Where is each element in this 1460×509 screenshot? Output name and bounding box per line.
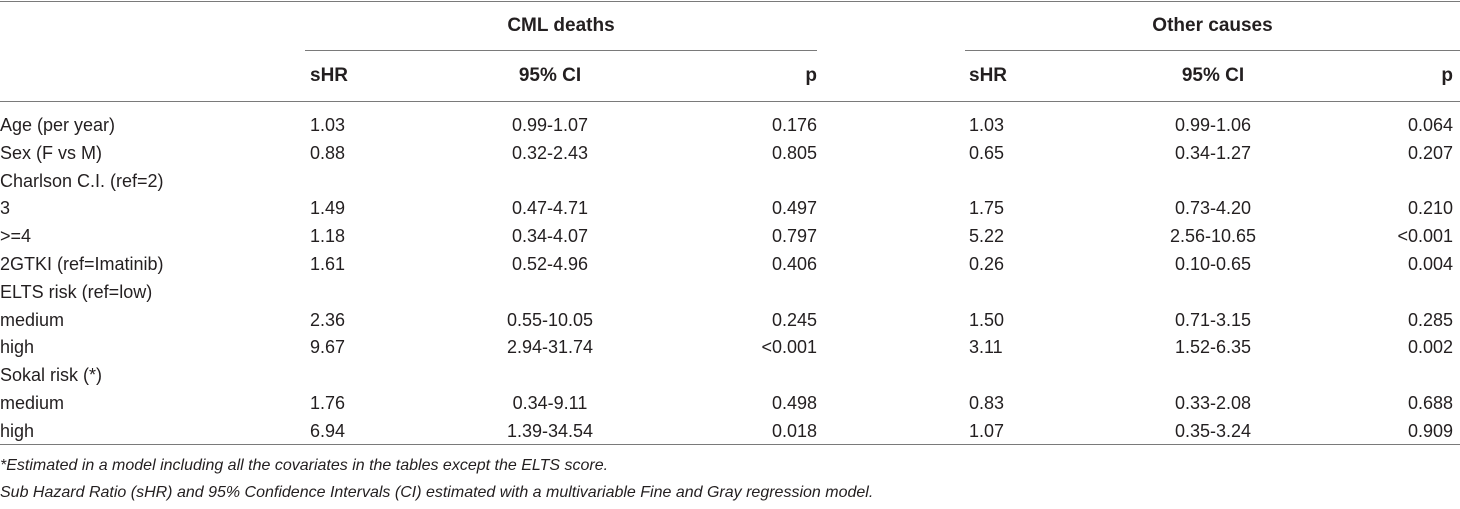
other-shr-cell: 0.26 [969,254,1005,274]
other-shr-cell: 0.65 [969,142,1005,163]
col-header-p-other: p [1441,65,1453,86]
cml-p-cell: 0.498 [771,393,817,413]
group-header-cml-deaths: CML deaths [507,15,615,36]
other-ci-cell: 2.56-10.65 [1169,226,1257,247]
other-shr-cell: 5.22 [969,226,1005,247]
cml-p-cell: 0.018 [771,420,817,441]
table-row: Sex (F vs M) 0.88 0.32-2.43 0.805 0.65 0.34-1… [0,143,1460,170]
cml-p-cell: 0.797 [771,226,817,247]
table-row: >=4 1.18 0.34-4.07 0.797 5.22 2.56-10.65 <0.00… [0,226,1460,253]
row-label-cell: high [0,420,35,441]
col-header-p-cml: p [805,65,817,86]
cml-ci-cell: 0.52-4.96 [511,254,589,274]
footnote-abbreviations: Sub Hazard Ratio (sHR) and 95% Confidenc… [0,484,874,501]
cml-p-cell: 0.805 [771,142,817,163]
footnote-asterisk: *Estimated in a model including all the … [0,457,609,474]
table-row: 2GTKI (ref=Imatinib) 1.61 0.52-4.96 0.406 0.… [0,254,1460,281]
cml-group-rule [305,50,817,51]
cml-shr-cell: 2.36 [310,309,346,330]
cml-shr-cell: 1.03 [310,115,346,135]
other-shr-cell: 1.07 [969,420,1005,441]
row-label-cell: 2GTKI (ref=Imatinib) [0,254,164,274]
row-label-cell: >=4 [0,226,32,247]
table-top-rule [0,1,1460,2]
other-p-cell: 0.285 [1407,309,1453,330]
row-label-cell: 3 [0,198,11,219]
table-row: ELTS risk (ref=low) [0,282,1460,309]
table-row: high 6.94 1.39-34.54 0.018 1.07 0.35-3.24 0.90… [0,421,1460,448]
other-ci-cell: 0.73-4.20 [1174,198,1252,219]
row-label-cell: medium [0,393,65,413]
other-group-rule [965,50,1460,51]
other-shr-cell: 0.83 [969,393,1005,413]
table-row: high 9.67 2.94-31.74 <0.001 3.11 1.52-6.35 0.0… [0,337,1460,364]
cml-ci-cell: 2.94-31.74 [506,337,594,358]
other-p-cell: 0.909 [1407,420,1453,441]
cml-p-cell: 0.176 [771,115,817,135]
row-label-cell: Charlson C.I. (ref=2) [0,170,164,191]
row-label-cell: medium [0,309,65,330]
other-ci-cell: 0.35-3.24 [1174,420,1252,441]
other-shr-cell: 1.03 [969,115,1005,135]
other-p-cell: 0.688 [1407,393,1453,413]
cml-p-cell: 0.406 [771,254,817,274]
col-header-shr-cml: sHR [310,65,349,86]
row-label-cell: Sex (F vs M) [0,142,102,163]
cml-ci-cell: 0.47-4.71 [511,198,589,219]
cml-p-cell: 0.245 [771,309,817,330]
other-shr-cell: 3.11 [969,337,1003,358]
other-ci-cell: 1.52-6.35 [1174,337,1252,358]
cml-shr-cell: 9.67 [310,337,346,358]
cml-ci-cell: 0.34-9.11 [512,393,588,413]
col-header-shr-other: sHR [969,65,1008,86]
other-ci-cell: 0.99-1.06 [1174,115,1252,135]
table-row: Charlson C.I. (ref=2) [0,171,1460,198]
cml-p-cell: 0.497 [771,198,817,219]
other-shr-cell: 1.50 [969,309,1005,330]
col-header-ci-cml: 95% CI [518,65,582,86]
other-p-cell: 0.004 [1407,254,1453,274]
row-label-cell: Age (per year) [0,115,116,135]
row-label-cell: Sokal risk (*) [0,365,103,386]
cml-ci-cell: 0.32-2.43 [511,142,589,163]
cml-shr-cell: 1.61 [310,254,346,274]
other-p-cell: 0.002 [1407,337,1453,358]
group-header-other-causes: Other causes [1152,15,1273,36]
row-label-cell: high [0,337,35,358]
other-ci-cell: 0.71-3.15 [1174,309,1252,330]
cml-shr-cell: 6.94 [310,420,346,441]
cml-shr-cell: 1.49 [310,198,346,219]
table-bottom-rule [0,444,1460,445]
table-row: medium 1.76 0.34-9.11 0.498 0.83 0.33-2.08 0.6… [0,393,1460,420]
other-shr-cell: 1.75 [969,198,1005,219]
col-header-ci-other: 95% CI [1181,65,1245,86]
table-row: Age (per year) 1.03 0.99-1.07 0.176 1.03 0.99… [0,115,1460,142]
cml-ci-cell: 0.99-1.07 [511,115,589,135]
header-bottom-rule [0,101,1460,102]
cml-p-cell: <0.001 [761,337,817,358]
other-ci-cell: 0.10-0.65 [1174,254,1252,274]
cml-shr-cell: 0.88 [310,142,346,163]
table-row: Sokal risk (*) [0,365,1460,392]
cml-ci-cell: 0.34-4.07 [511,226,589,247]
other-ci-cell: 0.34-1.27 [1174,142,1252,163]
row-label-cell: ELTS risk (ref=low) [0,281,153,302]
cml-ci-cell: 1.39-34.54 [506,420,594,441]
other-ci-cell: 0.33-2.08 [1174,393,1252,413]
other-p-cell: 0.210 [1407,198,1453,219]
table-row: medium 2.36 0.55-10.05 0.245 1.50 0.71-3.15 0.… [0,310,1460,337]
other-p-cell: 0.207 [1407,142,1453,163]
cml-shr-cell: 1.76 [310,393,346,413]
cml-shr-cell: 1.18 [310,226,346,247]
table-row: 3 1.49 0.47-4.71 0.497 1.75 0.73-4.20 0.210 [0,198,1460,225]
cml-ci-cell: 0.55-10.05 [506,309,594,330]
other-p-cell: <0.001 [1397,226,1453,247]
other-p-cell: 0.064 [1407,115,1453,135]
